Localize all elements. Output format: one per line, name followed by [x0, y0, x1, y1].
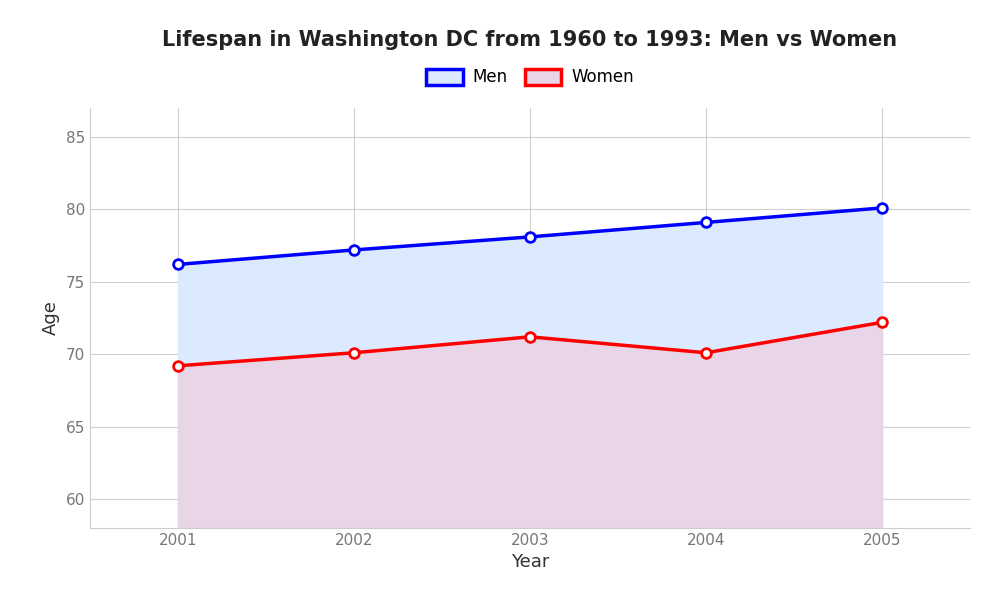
Title: Lifespan in Washington DC from 1960 to 1993: Men vs Women: Lifespan in Washington DC from 1960 to 1…	[162, 29, 898, 49]
Y-axis label: Age: Age	[42, 301, 60, 335]
Legend: Men, Women: Men, Women	[419, 62, 641, 93]
X-axis label: Year: Year	[511, 553, 549, 571]
